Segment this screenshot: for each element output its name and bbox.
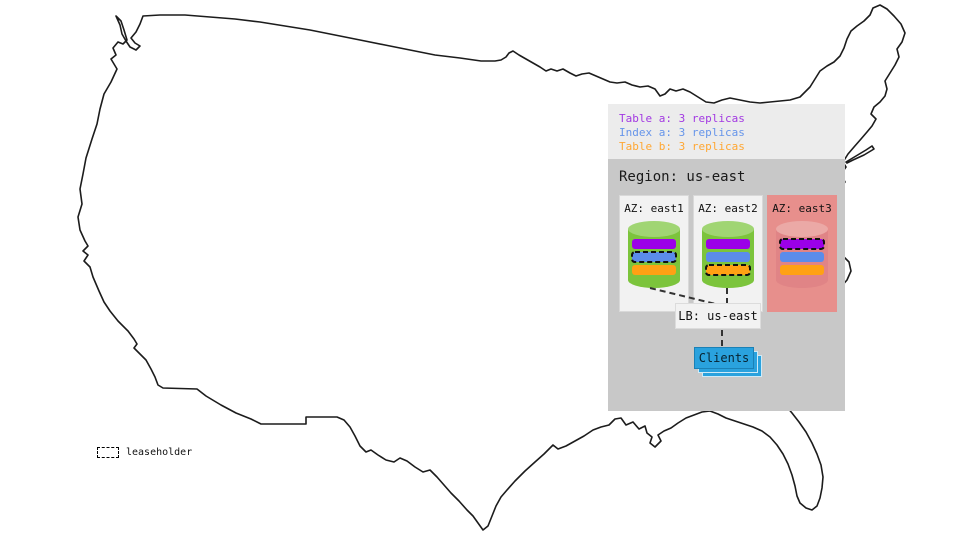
leaseholder-key-label: leaseholder bbox=[126, 447, 193, 458]
replica-table-a-leaseholder bbox=[779, 238, 825, 250]
legend-table-a: Table a: 3 replicas bbox=[619, 112, 745, 125]
replica-table-b bbox=[780, 265, 824, 275]
replica-index-a-leaseholder bbox=[631, 251, 677, 263]
replica-index-a bbox=[706, 252, 750, 262]
database-cylinder-east1 bbox=[628, 221, 680, 288]
clients-stack: Clients bbox=[694, 347, 762, 377]
replica-table-a bbox=[706, 239, 750, 249]
us-map-border-path bbox=[77, 4, 906, 531]
replica-table-b bbox=[632, 265, 676, 275]
leaseholder-swatch-icon bbox=[97, 447, 119, 458]
az-east3-label: AZ: east3 bbox=[772, 202, 832, 215]
region-title: Region: us-east bbox=[619, 169, 746, 185]
az-east2-label: AZ: east2 bbox=[698, 202, 758, 215]
replica-table-a bbox=[632, 239, 676, 249]
database-cylinder-east2 bbox=[702, 221, 754, 288]
az-east1-box: AZ: east1 bbox=[619, 195, 689, 312]
long-island-outline bbox=[845, 145, 875, 164]
replica-table-b-leaseholder bbox=[705, 264, 751, 276]
database-cylinder-east3 bbox=[776, 221, 828, 288]
az-east3-box: AZ: east3 bbox=[767, 195, 837, 312]
leaseholder-key: leaseholder bbox=[97, 447, 192, 458]
az-east2-box: AZ: east2 bbox=[693, 195, 763, 312]
replica-index-a bbox=[780, 252, 824, 262]
replica-legend-panel: Table a: 3 replicas Index a: 3 replicas … bbox=[608, 104, 845, 159]
load-balancer-box: LB: us-east bbox=[675, 303, 761, 329]
legend-table-b: Table b: 3 replicas bbox=[619, 140, 745, 153]
legend-index-a: Index a: 3 replicas bbox=[619, 126, 745, 139]
az-east1-label: AZ: east1 bbox=[624, 202, 684, 215]
clients-box: Clients bbox=[694, 347, 754, 369]
